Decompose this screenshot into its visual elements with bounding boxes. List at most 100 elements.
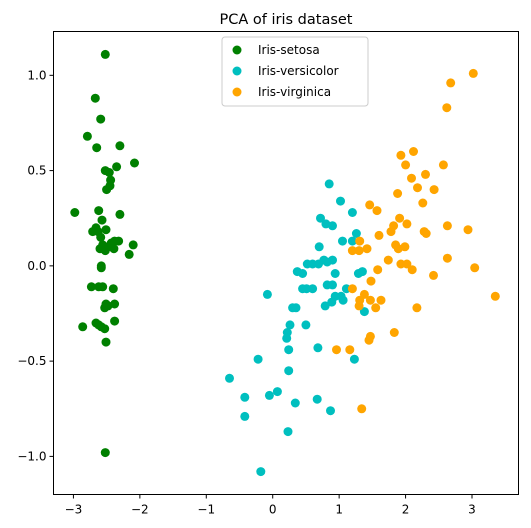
point-2-44 <box>365 295 375 305</box>
point-1-23 <box>308 284 318 294</box>
point-2-28 <box>400 242 410 252</box>
point-2-24 <box>355 236 365 246</box>
point-1-46 <box>240 392 250 402</box>
point-2-34 <box>402 259 412 269</box>
point-2-35 <box>373 265 383 275</box>
legend-marker-0 <box>232 45 242 55</box>
point-1-25 <box>328 280 337 290</box>
point-1-8 <box>338 236 347 246</box>
point-2-52 <box>332 345 341 355</box>
point-0-12 <box>106 175 116 185</box>
point-2-31 <box>442 253 452 263</box>
point-2-19 <box>389 221 399 231</box>
point-2-15 <box>395 213 405 223</box>
point-1-54 <box>256 467 266 477</box>
point-1-5 <box>328 221 337 231</box>
point-2-40 <box>366 276 376 286</box>
point-0-14 <box>94 206 104 216</box>
y-tick-label: 0.0 <box>27 259 46 273</box>
point-1-44 <box>262 289 272 299</box>
point-2-1 <box>446 78 456 88</box>
point-1-16 <box>322 257 332 267</box>
point-1-39 <box>313 343 323 353</box>
point-2-37 <box>429 270 438 280</box>
point-1-2 <box>316 213 325 223</box>
point-2-45 <box>376 295 386 305</box>
point-1-41 <box>349 354 359 364</box>
point-0-2 <box>96 114 106 124</box>
point-0-11 <box>102 185 112 195</box>
point-0-30 <box>95 244 105 254</box>
point-0-4 <box>92 143 102 153</box>
point-0-49 <box>100 448 110 458</box>
point-2-36 <box>407 265 417 275</box>
x-tick-label: 0 <box>269 503 277 517</box>
point-2-49 <box>389 328 399 337</box>
y-axis: −1.0 −0.5 0.0 0.5 1.0 <box>17 68 54 463</box>
point-0-43 <box>110 316 120 326</box>
point-1-52 <box>326 406 335 416</box>
point-1-1 <box>336 196 345 206</box>
point-0-5 <box>115 141 125 151</box>
y-tick-label: 0.5 <box>27 164 46 178</box>
point-0-1 <box>90 93 100 103</box>
point-2-9 <box>393 189 403 198</box>
x-tick-label: −3 <box>65 503 83 517</box>
x-tick-label: 1 <box>335 503 343 517</box>
point-1-14 <box>298 269 308 278</box>
point-2-10 <box>413 183 422 193</box>
x-tick-label: 3 <box>468 503 476 517</box>
point-0-23 <box>114 236 124 246</box>
point-0-18 <box>101 225 111 235</box>
point-2-54 <box>357 404 367 414</box>
point-1-30 <box>320 301 330 311</box>
point-0-7 <box>130 158 139 168</box>
point-1-7 <box>314 242 324 252</box>
point-1-43 <box>253 354 263 364</box>
point-1-40 <box>359 307 369 317</box>
point-2-51 <box>364 335 374 345</box>
point-1-20 <box>357 267 367 277</box>
point-2-3 <box>396 150 406 160</box>
point-2-8 <box>407 173 416 183</box>
point-2-39 <box>490 291 500 301</box>
point-0-21 <box>96 232 106 242</box>
point-0-15 <box>115 209 125 219</box>
point-0-20 <box>88 227 98 237</box>
x-tick-label: −2 <box>131 503 149 517</box>
point-0-0 <box>100 49 110 59</box>
point-0-41 <box>100 303 110 313</box>
point-2-2 <box>442 103 452 113</box>
point-2-0 <box>468 68 478 78</box>
point-2-25 <box>362 244 372 254</box>
point-0-28 <box>109 244 119 254</box>
point-1-37 <box>282 333 292 343</box>
point-2-53 <box>345 345 355 355</box>
point-2-32 <box>383 255 393 265</box>
point-2-17 <box>374 230 384 240</box>
data-points <box>70 49 500 477</box>
point-1-45 <box>225 373 234 383</box>
series-2 <box>332 68 500 414</box>
point-1-49 <box>290 398 300 408</box>
point-1-18 <box>330 269 340 278</box>
point-1-50 <box>240 411 250 421</box>
series-1 <box>225 179 369 477</box>
point-0-33 <box>96 263 106 273</box>
plot-frame <box>53 31 519 495</box>
point-2-11 <box>429 185 439 195</box>
legend-marker-2 <box>232 87 242 97</box>
point-0-34 <box>86 282 96 292</box>
legend-label-2: Iris-virginica <box>258 85 331 99</box>
legend-box <box>221 36 369 107</box>
point-1-38 <box>284 345 294 355</box>
point-2-46 <box>354 301 364 311</box>
point-0-36 <box>98 282 108 292</box>
point-2-22 <box>442 221 452 231</box>
point-2-5 <box>401 160 411 170</box>
point-1-17 <box>314 259 323 269</box>
point-2-48 <box>412 303 422 313</box>
point-0-16 <box>97 215 107 225</box>
point-1-34 <box>301 320 311 330</box>
